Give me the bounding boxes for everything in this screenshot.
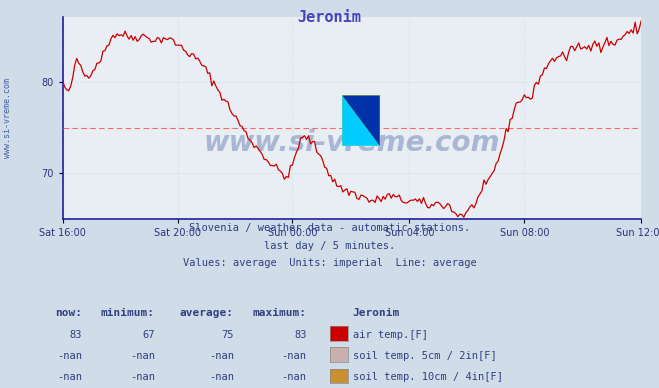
- Text: -nan: -nan: [130, 372, 155, 383]
- Text: minimum:: minimum:: [101, 308, 155, 319]
- Text: last day / 5 minutes.: last day / 5 minutes.: [264, 241, 395, 251]
- Text: 83: 83: [294, 330, 306, 340]
- Text: www.si-vreme.com: www.si-vreme.com: [3, 78, 13, 158]
- Text: -nan: -nan: [281, 351, 306, 361]
- Text: -nan: -nan: [209, 372, 234, 383]
- Text: 75: 75: [221, 330, 234, 340]
- Text: maximum:: maximum:: [252, 308, 306, 319]
- Text: Jeronim: Jeronim: [353, 308, 400, 319]
- Text: Slovenia / weather data - automatic stations.: Slovenia / weather data - automatic stat…: [189, 223, 470, 233]
- Text: 67: 67: [142, 330, 155, 340]
- Text: average:: average:: [180, 308, 234, 319]
- Text: now:: now:: [55, 308, 82, 319]
- Text: www.si-vreme.com: www.si-vreme.com: [204, 128, 500, 156]
- Text: Values: average  Units: imperial  Line: average: Values: average Units: imperial Line: av…: [183, 258, 476, 268]
- Text: 83: 83: [70, 330, 82, 340]
- Text: -nan: -nan: [57, 372, 82, 383]
- Text: Jeronim: Jeronim: [298, 10, 361, 25]
- Text: -nan: -nan: [209, 351, 234, 361]
- Text: air temp.[F]: air temp.[F]: [353, 330, 428, 340]
- Text: -nan: -nan: [130, 351, 155, 361]
- Text: -nan: -nan: [57, 351, 82, 361]
- Text: soil temp. 10cm / 4in[F]: soil temp. 10cm / 4in[F]: [353, 372, 503, 383]
- Text: -nan: -nan: [281, 372, 306, 383]
- Text: soil temp. 5cm / 2in[F]: soil temp. 5cm / 2in[F]: [353, 351, 496, 361]
